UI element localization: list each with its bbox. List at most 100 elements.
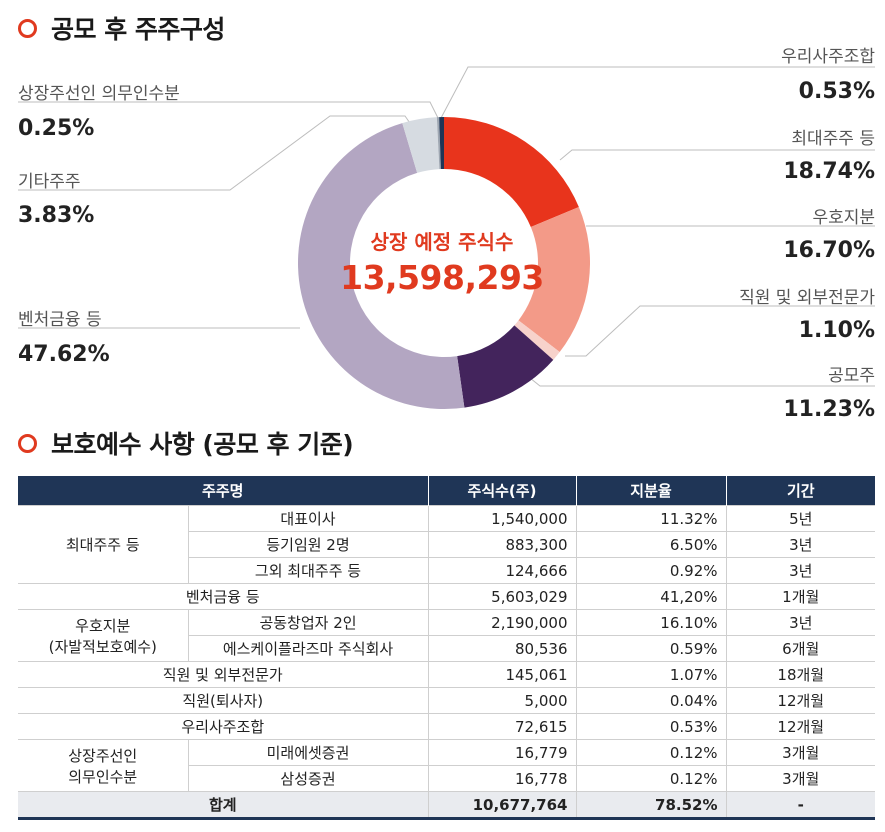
table-row: 최대주주 등 대표이사 1,540,000 11.32% 5년 — [18, 505, 875, 584]
value-staff: 1.10% — [798, 318, 875, 343]
row-shares: 883,300 — [427, 531, 577, 558]
donut-slice — [518, 207, 590, 353]
group-line: 상장주선인 — [68, 746, 138, 765]
value-others: 3.83% — [18, 203, 95, 228]
header-period: 기간 — [725, 476, 875, 506]
donut-center-label: 상장 예정 주식수 — [370, 230, 514, 254]
row-period: 1개월 — [725, 583, 875, 610]
leader-line-ipo — [529, 377, 875, 387]
donut-slice — [444, 117, 579, 227]
value-venture: 47.62% — [18, 342, 110, 367]
leader-line-staff — [565, 305, 875, 357]
row-ratio: 41,20% — [575, 583, 727, 610]
row-shares: 16,779 — [427, 739, 577, 766]
row-name: 등기임원 2명 — [188, 531, 429, 558]
row-shares: 124,666 — [427, 557, 577, 584]
row-ratio: 0.92% — [575, 557, 727, 584]
label-venture: 벤처금융 등 — [18, 310, 102, 330]
value-ipo: 11.23% — [783, 397, 875, 422]
label-staff: 직원 및 외부전문가 — [739, 288, 875, 308]
row-ratio: 6.50% — [575, 531, 727, 558]
group-line: (자발적보호예수) — [48, 637, 157, 656]
row-name: 우리사주조합 — [18, 713, 429, 740]
value-esop: 0.53% — [798, 79, 875, 104]
row-ratio: 0.53% — [575, 713, 727, 740]
leader-line-underwriter — [18, 101, 439, 119]
row-ratio: 11.32% — [575, 505, 727, 532]
donut-chart — [298, 117, 590, 409]
row-period: 12개월 — [725, 687, 875, 714]
row-ratio: 16.10% — [575, 609, 727, 636]
row-period: 3개월 — [725, 765, 875, 792]
row-name: 직원(퇴사자) — [18, 687, 429, 714]
table-row: 직원 및 외부전문가 145,061 1.07% 18개월 — [18, 661, 875, 688]
table-row: 우호지분 (자발적보호예수) 공동창업자 2인 2,190,000 16.10%… — [18, 609, 875, 662]
leader-lines — [18, 66, 875, 387]
row-name: 대표이사 — [187, 505, 429, 532]
group-line: 의무인수분 — [68, 767, 138, 786]
lockup-table: 주주명 주식수(주) 지분율 기간 최대주주 등 대표이사 1,540,000 … — [18, 476, 875, 820]
donut-slice — [514, 320, 560, 360]
donut-slice — [436, 117, 441, 170]
row-ratio: 1.07% — [575, 661, 727, 688]
group-friendly: 우호지분 (자발적보호예수) — [18, 609, 189, 662]
table-row: 등기임원 2명 883,300 6.50% 3년 — [18, 531, 875, 558]
table-header-row: 주주명 주식수(주) 지분율 기간 — [18, 476, 875, 506]
header-name: 주주명 — [18, 476, 428, 506]
row-ratio: 0.12% — [575, 739, 727, 766]
leader-line-largest — [559, 149, 875, 161]
total-period: - — [725, 791, 875, 819]
row-name: 공동창업자 2인 — [187, 609, 429, 636]
donut-slice — [457, 325, 554, 408]
leader-line-esop — [440, 66, 875, 119]
row-period: 18개월 — [725, 661, 875, 688]
label-ipo: 공모주 — [828, 366, 875, 386]
donut-slice — [298, 123, 465, 409]
group-line: 우호지분 — [75, 616, 131, 635]
table-row: 삼성증권 16,778 0.12% 3개월 — [18, 765, 875, 792]
table-row: 그외 최대주주 등 124,666 0.92% 3년 — [18, 557, 875, 584]
table-row: 상장주선인 의무인수분 미래에셋증권 16,779 0.12% 3개월 — [18, 739, 875, 792]
row-name: 벤처금융 등 — [18, 583, 429, 610]
section-title-lockup: 보호예수 사항 (공모 후 기준) — [18, 425, 354, 461]
row-shares: 5,000 — [427, 687, 577, 714]
table-row: 우리사주조합 72,615 0.53% 12개월 — [18, 713, 875, 740]
value-underwriter: 0.25% — [18, 116, 95, 141]
total-shares: 10,677,764 — [427, 791, 577, 819]
row-period: 3년 — [725, 531, 875, 558]
row-name: 미래에셋증권 — [187, 739, 429, 766]
circle-bullet-icon — [18, 433, 37, 453]
section-title-shareholders: 공모 후 주주구성 — [18, 10, 225, 46]
donut-slice — [402, 117, 440, 173]
row-ratio: 0.12% — [575, 765, 727, 792]
table-total-row: 합계 10,677,764 78.52% - — [18, 791, 875, 819]
row-shares: 1,540,000 — [427, 505, 577, 532]
value-friendly: 16.70% — [783, 238, 875, 263]
label-friendly: 우호지분 — [812, 208, 875, 228]
label-largest: 최대주주 등 — [791, 129, 875, 149]
group-largest: 최대주주 등 — [18, 505, 189, 584]
donut-slice — [439, 117, 444, 170]
group-underwriter: 상장주선인 의무인수분 — [18, 739, 189, 792]
label-underwriter: 상장주선인 의무인수분 — [18, 84, 180, 104]
row-name: 삼성증권 — [188, 765, 429, 792]
row-period: 6개월 — [725, 635, 875, 662]
total-ratio: 78.52% — [575, 791, 727, 819]
value-largest: 18.74% — [783, 159, 875, 184]
row-shares: 5,603,029 — [427, 583, 577, 610]
row-period: 3년 — [725, 557, 875, 584]
row-ratio: 0.04% — [575, 687, 727, 714]
row-shares: 16,778 — [427, 765, 577, 792]
section-title-text: 공모 후 주주구성 — [51, 15, 225, 44]
row-period: 12개월 — [725, 713, 875, 740]
row-period: 3개월 — [725, 739, 875, 766]
row-name: 직원 및 외부전문가 — [18, 661, 429, 688]
row-shares: 145,061 — [427, 661, 577, 688]
table-row: 벤처금융 등 5,603,029 41,20% 1개월 — [18, 583, 875, 610]
leader-line-others — [18, 115, 413, 191]
section-title-text: 보호예수 사항 (공모 후 기준) — [51, 430, 354, 459]
row-ratio: 0.59% — [575, 635, 727, 662]
row-period: 3년 — [725, 609, 875, 636]
header-ratio: 지분율 — [575, 476, 726, 506]
donut-center-value: 13,598,293 — [340, 258, 544, 297]
